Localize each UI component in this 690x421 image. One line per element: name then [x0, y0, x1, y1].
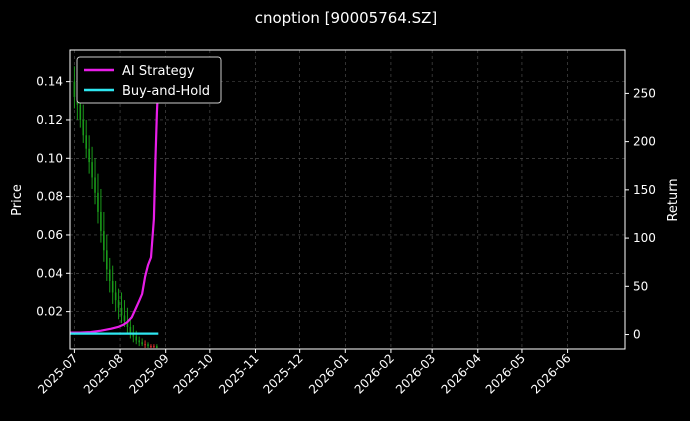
candle-body: [141, 342, 143, 345]
series-layer: [70, 81, 160, 335]
candle-layer: [73, 66, 158, 349]
candle-body: [111, 280, 114, 293]
candle-body: [100, 211, 102, 232]
legend: AI Strategy Buy-and-Hold: [76, 56, 222, 104]
candle-body: [129, 326, 132, 333]
candle-body: [114, 292, 117, 301]
y-right-tick-label: 0: [633, 328, 641, 342]
candle-body: [147, 344, 149, 347]
y-right-tick-label: 150: [633, 183, 656, 197]
candle-body: [79, 104, 82, 120]
candle-body: [73, 81, 76, 97]
legend-box: [76, 56, 222, 104]
plot-frame: [69, 49, 626, 350]
candle-body: [91, 162, 93, 178]
y-left-tick-label: 0.02: [36, 305, 63, 319]
y-left-tick-label: 0.04: [36, 266, 63, 280]
y-right-tick-label: 250: [633, 86, 656, 100]
y-right-tick-label: 200: [633, 135, 656, 149]
legend-label-buy-and-hold: Buy-and-Hold: [122, 84, 210, 99]
candle-body: [135, 336, 138, 341]
candle-body: [120, 307, 123, 316]
grid-layer: [70, 50, 625, 349]
legend-label-ai-strategy: AI Strategy: [122, 64, 195, 79]
candle-body: [106, 250, 108, 270]
candle-body: [123, 315, 126, 322]
candle-body: [138, 340, 140, 343]
y-left-tick-label: 0.06: [36, 228, 63, 242]
y-left-tick-label: 0.12: [36, 113, 63, 127]
candle-body: [103, 231, 105, 251]
candle-body: [156, 346, 158, 349]
candle-body: [153, 346, 155, 348]
candle-body: [144, 344, 146, 346]
candle-body: [108, 269, 111, 281]
y-right-tick-label: 50: [633, 279, 648, 293]
y-axis-right-label: Return: [666, 178, 681, 221]
y-left-tick-label: 0.10: [36, 151, 63, 165]
y-left-tick-label: 0.08: [36, 190, 63, 204]
series-ai-strategy-line: [70, 81, 160, 334]
candle-body: [97, 192, 99, 212]
candle-body: [150, 346, 152, 348]
y-right-tick-label: 100: [633, 231, 656, 245]
candle-body: [117, 300, 120, 308]
candle-body: [85, 135, 87, 149]
candle-body: [88, 148, 90, 163]
candle-body: [82, 119, 85, 136]
candle-body: [126, 321, 129, 327]
y-axis-left-label: Price: [10, 184, 25, 216]
chart-title: cnoption [90005764.SZ]: [255, 9, 438, 27]
candle-body: [94, 177, 96, 193]
y-left-tick-label: 0.14: [36, 75, 63, 89]
